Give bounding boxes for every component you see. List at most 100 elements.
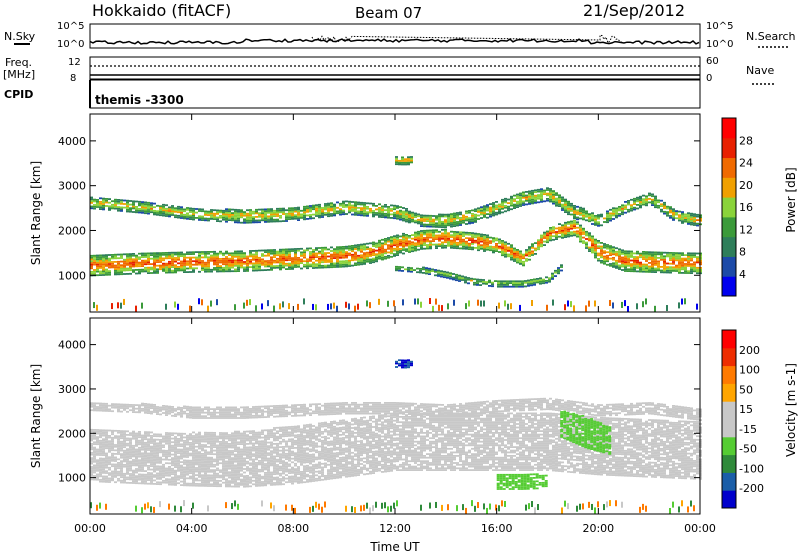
heatmap-cell [609, 217, 612, 220]
heatmap-cell [552, 200, 555, 203]
heatmap-cell [270, 259, 273, 262]
heatmap-cell [93, 443, 96, 445]
heatmap-cell [621, 269, 624, 271]
heatmap-cell [426, 231, 429, 234]
heatmap-cell [153, 461, 156, 464]
heatmap-cell [258, 461, 261, 464]
heatmap-cell [213, 465, 216, 468]
heatmap-cell [408, 217, 411, 220]
heatmap-cell [303, 214, 306, 217]
heatmap-cell [183, 440, 186, 442]
heatmap-cell [138, 265, 141, 268]
heatmap-cell [603, 243, 606, 245]
heatmap-cell [108, 263, 111, 265]
heatmap-cell [120, 440, 123, 443]
heatmap-cell [456, 247, 459, 250]
heatmap-cell [554, 275, 557, 277]
heatmap-cell [398, 266, 401, 268]
heatmap-cell [455, 273, 458, 276]
heatmap-cell [207, 210, 210, 213]
heatmap-cell [210, 478, 213, 480]
heatmap-cell [464, 281, 467, 284]
heatmap-cell [597, 254, 600, 257]
heatmap-cell [264, 463, 267, 465]
heatmap-cell [267, 251, 270, 253]
heatmap-cell [609, 247, 612, 249]
heatmap-cell [258, 433, 261, 436]
heatmap-cell [288, 259, 291, 261]
heatmap-cell [357, 303, 359, 310]
heatmap-cell [135, 469, 138, 472]
heatmap-cell [99, 270, 102, 273]
heatmap-cell [519, 252, 522, 255]
heatmap-cell [401, 161, 404, 164]
heatmap-cell [467, 282, 470, 285]
heatmap-cell [423, 220, 426, 222]
heatmap-cell [183, 262, 186, 265]
heatmap-cell [660, 210, 663, 213]
heatmap-cell [390, 252, 393, 255]
heatmap-cell [369, 253, 372, 255]
heatmap-cell [108, 443, 111, 446]
heatmap-cell [408, 235, 411, 237]
heatmap-cell [696, 219, 699, 221]
heatmap-cell [393, 253, 396, 255]
heatmap-cell [447, 219, 450, 221]
heatmap-cell [159, 207, 162, 209]
heatmap-cell [630, 268, 633, 271]
heatmap-cell [132, 444, 135, 447]
heatmap-cell [171, 262, 174, 265]
heatmap-cell [120, 210, 123, 212]
heatmap-cell [378, 250, 381, 253]
heatmap-cell [642, 254, 645, 257]
heatmap-cell [531, 193, 534, 196]
heatmap-cell [291, 266, 294, 268]
heatmap-cell [153, 445, 156, 448]
heatmap-cell [219, 258, 222, 260]
heatmap-cell [141, 452, 144, 455]
heatmap-cell [201, 447, 204, 450]
heatmap-cell [464, 279, 467, 282]
heatmap-cell [210, 476, 213, 479]
heatmap-cell [102, 463, 105, 465]
heatmap-cell [318, 261, 321, 264]
heatmap-cell [696, 252, 699, 255]
heatmap-cell [443, 270, 446, 273]
heatmap-cell [660, 205, 663, 207]
heatmap-cell [509, 282, 512, 284]
heatmap-cell [249, 437, 252, 440]
heatmap-cell [693, 216, 696, 219]
heatmap-cell [654, 197, 657, 200]
heatmap-cell [693, 215, 696, 217]
heatmap-cell [303, 216, 306, 219]
heatmap-cell [378, 216, 381, 218]
heatmap-cell [102, 257, 105, 260]
heatmap-cell [558, 226, 561, 229]
heatmap-cell [108, 205, 111, 208]
heatmap-cell [696, 257, 699, 260]
heatmap-cell [512, 284, 515, 286]
heatmap-cell [477, 247, 480, 250]
heatmap-cell [132, 464, 135, 467]
heatmap-cell [108, 261, 111, 264]
heatmap-cell [177, 438, 180, 440]
heatmap-cell [120, 453, 123, 455]
heatmap-cell [174, 484, 177, 486]
heatmap-cell [300, 255, 303, 257]
heatmap-cell [192, 435, 195, 437]
heatmap-cell [315, 263, 318, 266]
heatmap-cell [231, 450, 234, 452]
heatmap-cell [255, 465, 258, 468]
heatmap-cell [180, 434, 183, 437]
heatmap-cell [663, 266, 666, 268]
heatmap-cell [423, 242, 426, 245]
heatmap-cell [225, 448, 228, 450]
heatmap-cell [330, 253, 333, 256]
heatmap-cell [435, 247, 438, 249]
heatmap-cell [468, 239, 471, 241]
heatmap-cell [93, 256, 96, 259]
heatmap-cell [456, 224, 459, 227]
heatmap-cell [437, 269, 440, 272]
heatmap-cell [204, 256, 207, 259]
heatmap-cell [198, 451, 201, 453]
